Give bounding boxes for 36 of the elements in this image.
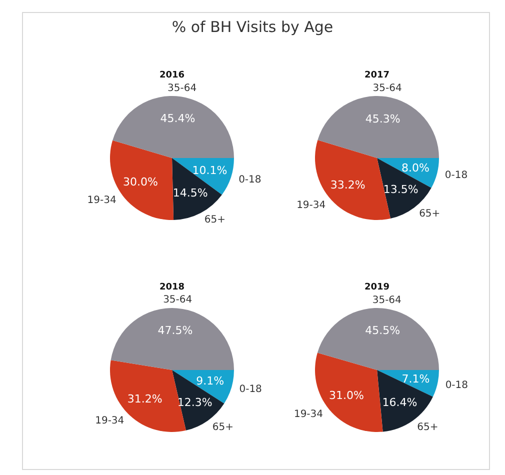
slice-label: 0-18 [238, 174, 262, 186]
slice-label: 0-18 [444, 170, 468, 181]
slice-label: 35-64 [372, 83, 402, 94]
slice-label: 19-34 [95, 416, 124, 427]
text: % of BH Visits by Age [170, 18, 334, 36]
data-label: 45.3% [365, 112, 400, 126]
data-label: 45.5% [365, 324, 400, 338]
slice-label: 19-34 [294, 409, 324, 420]
data-label: 8.0% [401, 161, 430, 174]
data-label: 31.2% [127, 392, 162, 406]
data-label: 45.4% [160, 112, 196, 126]
data-label: 7.1% [402, 372, 430, 386]
slice-label: 0-18 [239, 384, 262, 396]
chart-title: 2019 [364, 282, 390, 292]
data-label: 13.5% [383, 183, 418, 196]
data-label: 33.2% [330, 178, 366, 192]
data-label: 9.1% [196, 374, 224, 388]
chart-title: 2016 [159, 70, 185, 80]
data-label: 14.5% [172, 186, 208, 200]
slice-label: 19-34 [296, 200, 326, 212]
data-label: 30.0% [123, 176, 158, 189]
slice-label: 65+ [417, 422, 438, 433]
slice-label: 65+ [204, 214, 226, 226]
slice-label: 19-34 [87, 195, 116, 206]
slice-label: 35-64 [163, 294, 192, 306]
data-label: 47.5% [158, 324, 193, 337]
chart-title: 2018 [159, 282, 185, 292]
chart-title: 2017 [364, 70, 390, 80]
slice-label: 0-18 [445, 380, 468, 391]
slice-label: 35-64 [372, 295, 402, 306]
data-label: 16.4% [382, 396, 418, 410]
slice-label: 65+ [419, 208, 440, 220]
slice-label: 65+ [212, 422, 234, 433]
data-label: 31.0% [328, 388, 364, 402]
data-label: 10.1% [192, 164, 228, 177]
slice-label: 35-64 [168, 83, 197, 94]
